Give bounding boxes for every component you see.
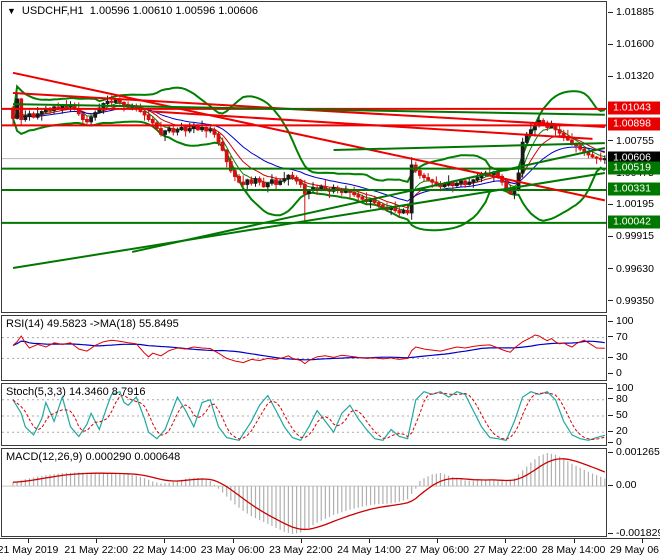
main-chart-panel[interactable]: ▼ USDCHF,H1 1.00596 1.00610 1.00596 1.006… [1, 1, 607, 313]
axis-tick-mark [608, 387, 613, 389]
axis-tick-mark [608, 414, 613, 416]
axis-tick-mark [608, 532, 613, 534]
time-axis-scale[interactable]: 21 May 2019 21 May 22:00 22 May 14:00 23 Ma… [0, 538, 660, 560]
chart-title-symbol: USDCHF,H1 [21, 5, 84, 17]
time-tick-mark [437, 539, 439, 543]
axis-tick-mark [608, 451, 613, 453]
macd-axis-label: 0.001265 [616, 446, 660, 458]
level-price-badge: 1.00519 [608, 161, 660, 175]
axis-tick-mark [608, 235, 613, 237]
time-label: 24 May 14:00 [337, 544, 401, 556]
price-tick-label: 0.99915 [616, 230, 654, 243]
level-price-badge: 1.00042 [608, 215, 660, 229]
stochastic-axis-label: 0 [616, 436, 622, 448]
stochastic-axis-label: 100 [616, 382, 634, 394]
time-label: 21 May 22:00 [64, 544, 129, 556]
axis-tick-mark [608, 11, 613, 13]
axis-tick-mark [608, 441, 613, 443]
chart-title: ▼ USDCHF,H1 1.00596 1.00610 1.00596 1.006… [7, 5, 258, 17]
macd-canvas[interactable] [2, 449, 606, 536]
price-tick-label: 1.00755 [616, 134, 654, 147]
level-price-badge: 1.00331 [608, 182, 660, 196]
symbol-dropdown-icon[interactable]: ▼ [7, 6, 16, 16]
price-tick-label: 0.99350 [616, 294, 654, 307]
main-chart-canvas[interactable] [2, 2, 606, 312]
stochastic-panel[interactable]: Stoch(5,3,3) 14.3460 8.7916 [1, 383, 607, 446]
axis-tick-mark [608, 336, 613, 338]
axis-tick-mark [608, 75, 613, 77]
time-label: 29 May 06:00 [609, 544, 660, 556]
rsi-axis-label: 0 [616, 367, 622, 379]
time-tick-mark [505, 539, 507, 543]
rsi-canvas[interactable] [2, 316, 606, 380]
time-tick-mark [164, 539, 166, 543]
rsi-axis-label: 100 [616, 315, 634, 327]
axis-tick-mark [608, 356, 613, 358]
price-tick-label: 1.01600 [616, 38, 654, 51]
axis-tick-mark [608, 320, 613, 322]
stochastic-canvas[interactable] [2, 384, 606, 445]
axis-tick-mark [608, 43, 613, 45]
time-label: 22 May 14:00 [132, 544, 197, 556]
price-tick-label: 1.01320 [616, 70, 654, 83]
stochastic-axis-label: 80 [616, 392, 628, 405]
rsi-label: RSI(14) 49.5823 ->MA(18) 55.8495 [6, 318, 179, 330]
stochastic-axis-label: 50 [616, 409, 628, 421]
axis-tick-mark [608, 372, 613, 374]
panel-resize-handle[interactable] [0, 380, 660, 383]
macd-label: MACD(12,26,9) 0.000290 0.000648 [6, 451, 181, 463]
level-price-badge: 1.01043 [608, 101, 660, 115]
time-tick-mark [369, 539, 370, 543]
macd-panel[interactable]: MACD(12,26,9) 0.000290 0.000648 [1, 448, 607, 537]
time-label: 23 May 22:00 [268, 544, 333, 556]
stochastic-axis-label: 20 [616, 425, 628, 438]
axis-tick-mark [608, 203, 613, 205]
time-tick-mark [573, 539, 575, 543]
axis-tick-mark [608, 268, 613, 270]
price-axis-scale[interactable]: 1.018851.016001.013201.010401.007551.004… [608, 0, 660, 539]
chart-title-quotes: 1.00596 1.00610 1.00596 1.00606 [89, 5, 258, 17]
time-tick-mark [641, 539, 643, 543]
price-tick-label: 1.01885 [616, 6, 654, 18]
time-tick-mark [28, 539, 29, 543]
time-tick-mark [232, 539, 234, 543]
time-label: 23 May 06:00 [200, 544, 265, 556]
macd-axis-label: -0.001829 [616, 527, 660, 539]
price-tick-label: 0.99630 [616, 262, 654, 275]
time-label: 27 May 22:00 [473, 544, 538, 556]
time-label: 27 May 06:00 [405, 544, 470, 556]
axis-tick-mark [608, 398, 613, 400]
time-tick-mark [300, 539, 302, 543]
axis-tick-mark [608, 430, 613, 432]
rsi-axis-label: 30 [616, 351, 628, 364]
rsi-panel[interactable]: RSI(14) 49.5823 ->MA(18) 55.8495 [1, 315, 607, 381]
stochastic-label: Stoch(5,3,3) 14.3460 8.7916 [6, 386, 146, 398]
time-label: 21 May 2019 [0, 544, 59, 556]
time-tick-mark [96, 539, 98, 543]
panel-resize-handle[interactable] [0, 445, 660, 448]
macd-axis-label: 0.00 [616, 479, 637, 492]
level-price-badge: 1.00898 [608, 117, 660, 131]
axis-tick-mark [608, 484, 613, 486]
rsi-axis-label: 70 [616, 330, 628, 343]
price-tick-label: 1.00195 [616, 198, 654, 211]
time-label: 28 May 14:00 [541, 544, 606, 556]
panel-resize-handle[interactable] [0, 312, 660, 315]
current-price-badge: 1.00606 [608, 151, 660, 165]
axis-tick-mark [608, 140, 613, 142]
axis-tick-mark [608, 300, 613, 302]
